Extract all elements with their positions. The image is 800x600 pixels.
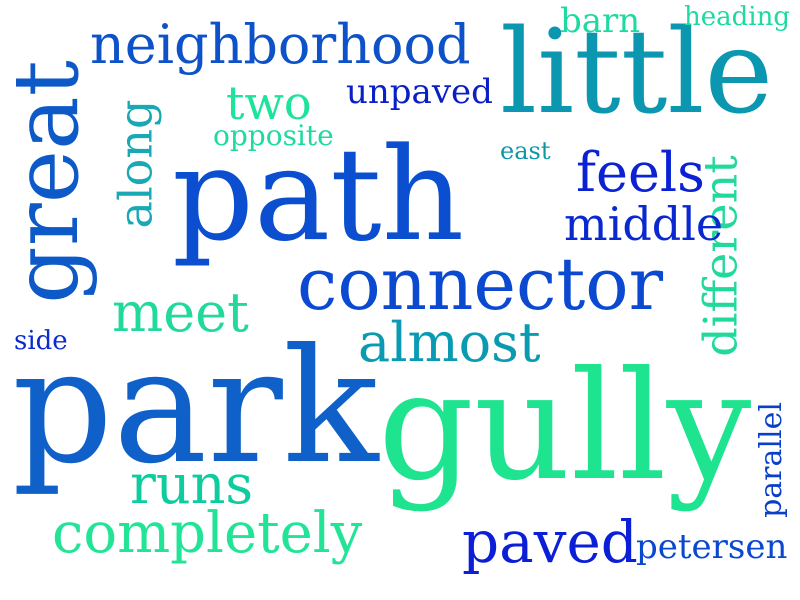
word-side: side — [14, 326, 68, 356]
word-along: along — [108, 99, 163, 229]
word-gully: gully — [378, 340, 752, 514]
word-neighborhood: neighborhood — [90, 13, 471, 76]
word-park: park — [12, 315, 379, 499]
word-almost: almost — [358, 311, 541, 374]
word-paved: paved — [462, 508, 638, 576]
word-completely: completely — [52, 501, 363, 566]
word-petersen: petersen — [636, 527, 788, 567]
word-unpaved: unpaved — [346, 72, 493, 112]
word-barn: barn — [560, 1, 641, 41]
word-middle: middle — [564, 197, 724, 251]
word-two: two — [226, 76, 312, 130]
word-heading: heading — [684, 2, 790, 32]
word-great: great — [0, 60, 99, 304]
word-path: path — [172, 121, 465, 270]
word-meet: meet — [112, 281, 249, 344]
word-east: east — [500, 137, 551, 165]
word-runs: runs — [130, 453, 254, 516]
word-feels: feels — [576, 141, 705, 204]
word-parallel: parallel — [753, 402, 789, 518]
word-little: little — [500, 5, 774, 140]
word-connector: connector — [297, 242, 664, 326]
word-opposite: opposite — [213, 119, 334, 152]
